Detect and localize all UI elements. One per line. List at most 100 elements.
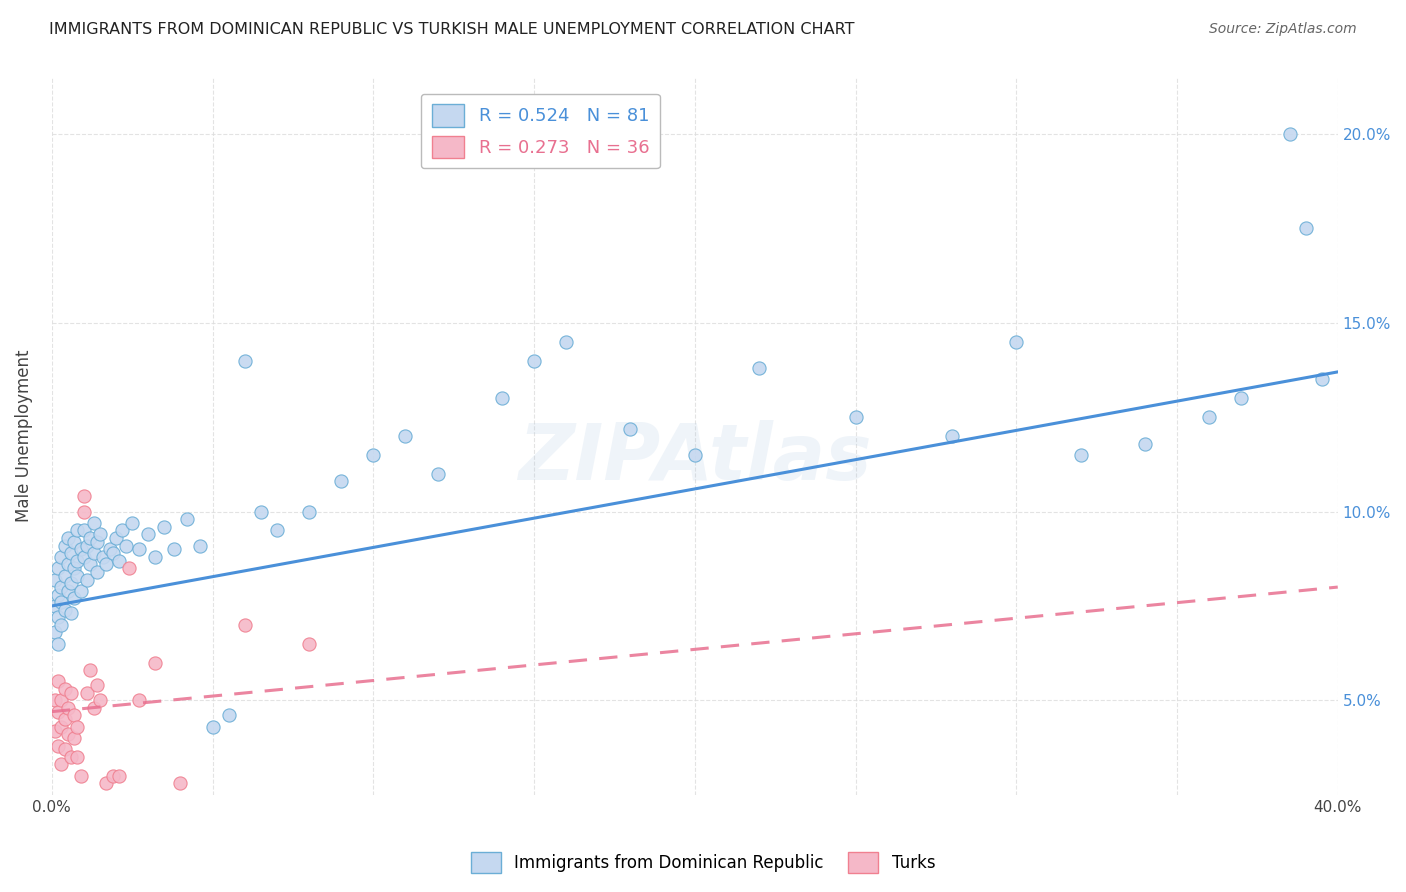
Point [51,580,73,594]
Point [44,693,66,707]
Legend: R = 0.524   N = 81, R = 0.273   N = 36: R = 0.524 N = 81, R = 0.273 N = 36 [420,94,659,169]
Point [53,603,76,617]
Point [1133,436,1156,450]
Point [491,392,513,406]
Point [96,558,118,572]
Point [69,583,91,598]
Point [63,561,86,575]
Point [1070,448,1092,462]
Point [941,429,963,443]
Point [66,524,89,538]
Point [361,448,384,462]
Point [66,554,89,568]
Point [748,361,770,376]
Point [330,475,353,489]
Point [56,701,79,715]
Point [46,561,69,575]
Point [63,534,86,549]
Point [51,595,73,609]
Point [79,531,101,545]
Point [56,558,79,572]
Point [201,720,224,734]
Point [298,505,321,519]
Point [101,769,124,783]
Point [143,549,166,564]
Point [56,727,79,741]
Point [89,527,111,541]
Point [51,757,73,772]
Point [76,573,98,587]
Point [66,568,89,582]
Point [111,524,134,538]
Point [128,693,150,707]
Point [51,617,73,632]
Point [46,637,69,651]
Point [53,712,76,726]
Point [523,353,546,368]
Point [69,769,91,783]
Point [619,421,641,435]
Point [66,750,89,764]
Point [44,723,66,738]
Point [60,576,83,591]
Point [176,512,198,526]
Point [44,599,66,613]
Point [83,546,105,560]
Point [108,554,131,568]
Point [86,678,108,692]
Point [844,410,866,425]
Point [96,776,118,790]
Point [105,531,128,545]
Point [60,750,83,764]
Point [394,429,416,443]
Point [73,524,96,538]
Point [163,542,186,557]
Point [44,573,66,587]
Point [218,708,240,723]
Point [83,701,105,715]
Point [249,505,271,519]
Point [46,705,69,719]
Point [143,656,166,670]
Point [73,505,96,519]
Point [1295,221,1317,235]
Point [83,516,105,530]
Y-axis label: Male Unemployment: Male Unemployment [15,350,32,523]
Point [44,625,66,640]
Point [63,731,86,745]
Point [63,591,86,606]
Point [76,686,98,700]
Point [51,720,73,734]
Point [73,549,96,564]
Point [1005,334,1028,349]
Point [91,549,114,564]
Point [1278,127,1301,141]
Point [426,467,449,481]
Point [86,565,108,579]
Point [114,539,136,553]
Point [53,681,76,696]
Point [101,546,124,560]
Point [60,607,83,621]
Point [1310,372,1333,386]
Point [73,490,96,504]
Point [46,588,69,602]
Point [63,708,86,723]
Point [46,610,69,624]
Point [60,546,83,560]
Point [188,539,211,553]
Point [128,542,150,557]
Point [46,674,69,689]
Point [89,693,111,707]
Point [79,663,101,677]
Point [266,524,288,538]
Point [136,527,159,541]
Text: ZIPAtlas: ZIPAtlas [517,419,872,496]
Point [555,334,578,349]
Point [86,534,108,549]
Point [69,542,91,557]
Text: IMMIGRANTS FROM DOMINICAN REPUBLIC VS TURKISH MALE UNEMPLOYMENT CORRELATION CHAR: IMMIGRANTS FROM DOMINICAN REPUBLIC VS TU… [49,22,855,37]
Point [298,637,321,651]
Text: Source: ZipAtlas.com: Source: ZipAtlas.com [1209,22,1357,37]
Point [118,561,141,575]
